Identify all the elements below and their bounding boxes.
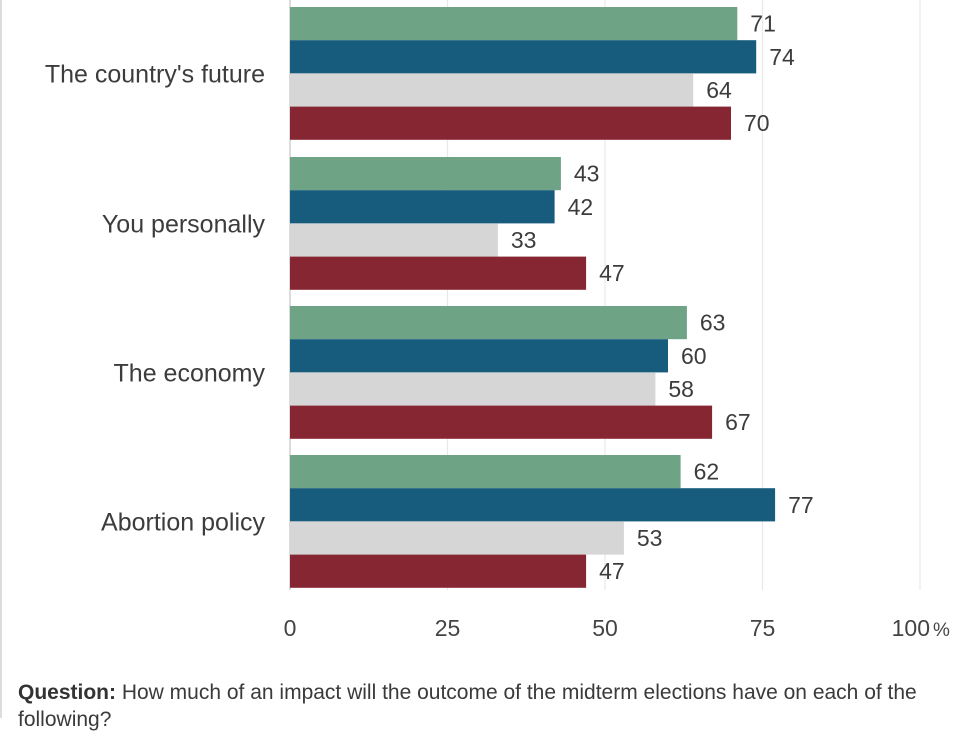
category-label: You personally [102, 210, 266, 238]
bar [290, 554, 587, 588]
bar-value-label: 42 [568, 194, 594, 220]
bar-value-label: 43 [574, 161, 600, 187]
bar [290, 256, 587, 290]
bar [290, 372, 656, 406]
chart-frame [0, 0, 980, 718]
footnote-label: Question: [18, 681, 116, 704]
bar-value-label: 62 [694, 459, 720, 485]
bar [290, 306, 687, 340]
bar-value-label: 53 [637, 525, 663, 551]
bar-value-label: 67 [725, 409, 751, 435]
x-tick-label: 25 [435, 615, 461, 641]
bar-value-label: 47 [599, 260, 625, 286]
bar-value-label: 63 [700, 310, 726, 336]
bar [290, 106, 731, 140]
bar-value-label: 70 [744, 110, 770, 136]
category-label: Abortion policy [101, 508, 265, 536]
bar-value-label: 60 [681, 343, 707, 369]
question-footnote: Question: How much of an impact will the… [18, 679, 968, 733]
bar [290, 521, 624, 555]
bar [290, 157, 561, 191]
x-tick-label: 0 [284, 615, 297, 641]
bar [290, 7, 738, 41]
bar [290, 73, 694, 107]
x-axis-ticks: 0 25 50 75 100% [284, 615, 950, 641]
bar-value-label: 64 [706, 77, 732, 103]
bar [290, 190, 555, 224]
category-labels: The country's future You personally The ec… [45, 60, 266, 536]
bar [290, 405, 713, 439]
bar-value-label: 77 [788, 492, 814, 518]
x-tick-label: 50 [592, 615, 618, 641]
bar-value-label: 74 [769, 44, 795, 70]
bar-value-label: 71 [750, 11, 776, 37]
bar-value-label: 47 [599, 558, 625, 584]
bar [290, 40, 757, 74]
bar [290, 339, 668, 373]
category-label: The economy [114, 359, 266, 387]
bar-value-label: 33 [511, 227, 537, 253]
x-unit-label: % [933, 620, 950, 641]
bar [290, 223, 498, 257]
x-tick-label: 75 [750, 615, 776, 641]
bar [290, 488, 776, 522]
footnote-text: How much of an impact will the outcome o… [18, 681, 917, 731]
x-tick-label: 100 [892, 615, 930, 641]
bar [290, 455, 681, 489]
category-label: The country's future [45, 60, 265, 88]
bar-value-label: 58 [668, 376, 694, 402]
